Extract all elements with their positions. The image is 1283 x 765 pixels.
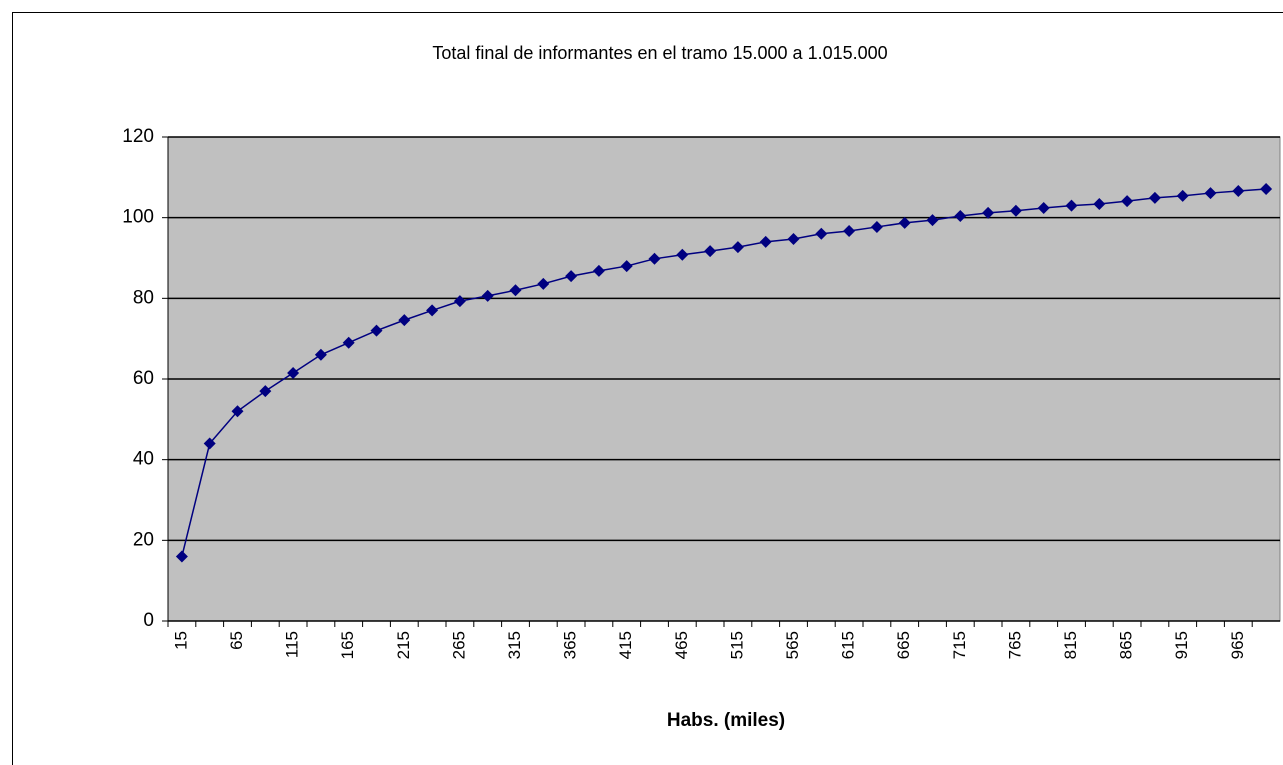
x-tick-label: 615 bbox=[839, 631, 858, 659]
data-point bbox=[1009, 204, 1022, 217]
x-tick-label: 665 bbox=[894, 631, 913, 659]
x-tick-label: 515 bbox=[727, 631, 746, 659]
data-point bbox=[1232, 185, 1245, 198]
x-tick-label: 315 bbox=[505, 631, 524, 659]
x-tick-label: 765 bbox=[1005, 631, 1024, 659]
data-point bbox=[565, 270, 578, 283]
y-tick-label: 40 bbox=[133, 449, 154, 470]
x-tick-label: 465 bbox=[672, 631, 691, 659]
x-tick-label: 65 bbox=[227, 631, 246, 650]
data-point bbox=[1093, 197, 1106, 210]
y-tick-label: 60 bbox=[133, 368, 154, 389]
data-point bbox=[982, 206, 995, 219]
data-point bbox=[231, 405, 244, 418]
x-tick-label: 715 bbox=[950, 631, 969, 659]
data-point bbox=[1260, 183, 1273, 196]
data-point bbox=[537, 277, 550, 290]
series-line bbox=[181, 188, 1267, 557]
data-point bbox=[815, 227, 828, 240]
data-point bbox=[787, 233, 800, 246]
data-point bbox=[759, 235, 772, 248]
x-tick-label: 415 bbox=[616, 631, 635, 659]
y-tick-label: 100 bbox=[122, 207, 154, 228]
x-axis-title: Habs. (miles) bbox=[667, 710, 785, 731]
x-tick-label: 365 bbox=[561, 631, 580, 659]
y-tick-label: 80 bbox=[133, 287, 154, 308]
data-point bbox=[370, 324, 383, 337]
data-point bbox=[620, 260, 633, 273]
data-point bbox=[1148, 191, 1161, 204]
data-point bbox=[1121, 195, 1134, 208]
x-tick-label: 815 bbox=[1061, 631, 1080, 659]
data-point bbox=[342, 336, 355, 349]
x-tick-label: 215 bbox=[394, 631, 413, 659]
data-point bbox=[287, 366, 300, 379]
x-tick-label: 865 bbox=[1117, 631, 1136, 659]
y-tick-label: 20 bbox=[133, 529, 154, 550]
data-point bbox=[259, 385, 272, 398]
data-point bbox=[898, 216, 911, 229]
x-tick-label: 265 bbox=[449, 631, 468, 659]
data-point bbox=[1037, 201, 1050, 214]
x-tick-label: 965 bbox=[1228, 631, 1247, 659]
x-tick-label: 115 bbox=[283, 631, 302, 658]
data-point bbox=[648, 252, 661, 265]
data-point bbox=[398, 314, 411, 327]
data-point bbox=[731, 241, 744, 254]
data-point bbox=[203, 437, 216, 450]
y-tick-label: 0 bbox=[143, 610, 154, 631]
x-tick-label: 915 bbox=[1172, 631, 1191, 659]
data-point bbox=[1065, 199, 1078, 212]
data-point bbox=[926, 214, 939, 227]
y-tick-label: 120 bbox=[122, 126, 154, 147]
data-point bbox=[870, 220, 883, 233]
data-point bbox=[1176, 189, 1189, 202]
x-tick-label: 565 bbox=[783, 631, 802, 659]
data-point bbox=[1204, 187, 1217, 200]
data-point bbox=[676, 248, 689, 261]
data-point bbox=[481, 289, 494, 302]
chart-title: Total final de informantes en el tramo 1… bbox=[432, 43, 887, 63]
data-point bbox=[314, 348, 327, 361]
x-tick-label: 15 bbox=[171, 631, 190, 650]
data-point bbox=[954, 210, 967, 223]
x-tick-label: 165 bbox=[338, 631, 357, 659]
data-point bbox=[592, 264, 605, 277]
data-point bbox=[843, 224, 856, 237]
data-point bbox=[175, 550, 188, 563]
data-point bbox=[426, 304, 439, 317]
data-point bbox=[509, 284, 522, 297]
data-point bbox=[453, 295, 466, 308]
data-point bbox=[704, 245, 717, 258]
